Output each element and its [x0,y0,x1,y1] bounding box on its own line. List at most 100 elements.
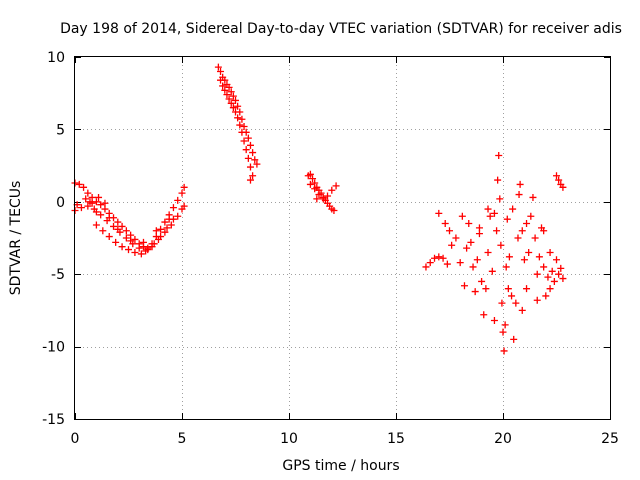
data-point-plus-marker [157,225,165,233]
data-point-plus-marker [163,224,171,232]
data-point-plus-marker [557,264,565,272]
data-point-plus-marker [482,285,490,293]
data-point-plus-marker [84,189,92,197]
x-tick-label: 0 [71,431,80,447]
data-point-plus-marker [227,99,235,107]
data-point-plus-marker [232,108,239,116]
data-point-plus-marker [214,63,222,71]
data-point-plus-marker [238,128,246,136]
data-point-plus-marker [497,241,505,249]
data-point-plus-marker [80,183,88,191]
data-point-plus-marker [478,277,486,285]
y-tick-label: -10 [42,340,65,356]
data-point-plus-marker [559,275,567,283]
data-point-plus-marker [246,176,254,184]
data-point-plus-marker [330,206,338,214]
data-point-plus-marker [553,172,560,180]
data-point-plus-marker [105,233,113,241]
x-tick-label: 25 [601,431,619,447]
data-point-plus-marker [180,202,188,210]
data-point-plus-marker [127,237,135,245]
data-point-plus-marker [494,176,502,184]
data-point-plus-marker [458,212,466,220]
data-point-plus-marker [251,156,259,164]
data-point-plus-marker [550,277,558,285]
data-point-plus-marker [435,209,443,217]
data-point-plus-marker [97,201,105,209]
x-axis-label: GPS time / hours [282,458,399,474]
data-point-plus-marker [460,282,468,290]
y-tick-label: 5 [56,122,65,138]
data-point-plus-marker [486,212,494,220]
data-point-plus-marker [167,221,175,229]
data-point-plus-marker [446,227,453,235]
data-point-plus-marker [431,254,439,262]
data-point-plus-marker [490,317,498,325]
data-point-plus-marker [240,123,248,131]
data-point-plus-marker [232,96,239,104]
data-point-plus-marker [225,83,233,91]
data-point-plus-marker [137,250,145,258]
data-point-plus-marker [542,292,550,300]
data-point-plus-marker [448,241,456,249]
data-point-plus-marker [469,263,477,271]
data-point-plus-marker [324,192,332,200]
data-point-plus-marker [555,176,563,184]
data-point-plus-marker [313,195,321,203]
data-point-plus-marker [516,180,524,188]
data-point-plus-marker [533,270,541,278]
data-point-plus-marker [180,183,188,191]
data-point-plus-marker [174,196,182,204]
data-markers [71,63,567,355]
data-point-plus-marker [234,114,242,122]
adis-segment-2 [214,63,261,184]
data-point-plus-marker [328,186,336,194]
data-point-plus-marker [169,204,177,212]
data-point-plus-marker [309,175,317,183]
data-point-plus-marker [118,243,126,251]
data-point-plus-marker [546,248,554,256]
data-point-plus-marker [242,146,250,154]
data-point-plus-marker [493,227,501,235]
data-point-plus-marker [246,141,254,149]
data-point-plus-marker [84,202,92,210]
data-point-plus-marker [165,215,173,223]
x-tick-label: 15 [387,431,405,447]
data-point-plus-marker [77,204,85,212]
data-point-plus-marker [240,137,248,145]
data-point-plus-marker [456,259,464,267]
data-point-plus-marker [234,102,242,110]
data-point-plus-marker [332,182,340,190]
data-point-plus-marker [439,254,447,262]
data-point-plus-marker [174,212,182,220]
data-point-plus-marker [244,134,252,142]
data-point-plus-marker [217,76,225,84]
data-point-plus-marker [157,233,165,241]
data-point-plus-marker [225,95,233,103]
data-point-plus-marker [114,225,122,233]
data-point-plus-marker [512,299,520,307]
data-point-plus-marker [229,92,237,100]
data-point-plus-marker [315,191,323,199]
adis-segment-1 [71,179,188,258]
data-point-plus-marker [92,208,100,216]
data-point-plus-marker [249,149,257,157]
data-point-plus-marker [548,267,556,275]
data-point-plus-marker [217,67,225,75]
data-point-plus-marker [473,256,481,264]
axis-ticks [75,57,611,420]
data-point-plus-marker [508,292,516,300]
data-point-plus-marker [441,220,449,228]
data-point-plus-marker [131,235,139,243]
data-point-plus-marker [86,198,94,206]
data-point-plus-marker [490,209,498,217]
data-point-plus-marker [238,115,246,123]
data-point-plus-marker [306,180,314,188]
data-point-plus-marker [219,82,227,90]
x-tick-label: 20 [494,431,512,447]
data-point-plus-marker [443,260,451,268]
data-point-plus-marker [122,234,130,242]
data-point-plus-marker [465,220,473,228]
y-tick-label: 0 [56,195,65,211]
data-point-plus-marker [525,248,533,256]
